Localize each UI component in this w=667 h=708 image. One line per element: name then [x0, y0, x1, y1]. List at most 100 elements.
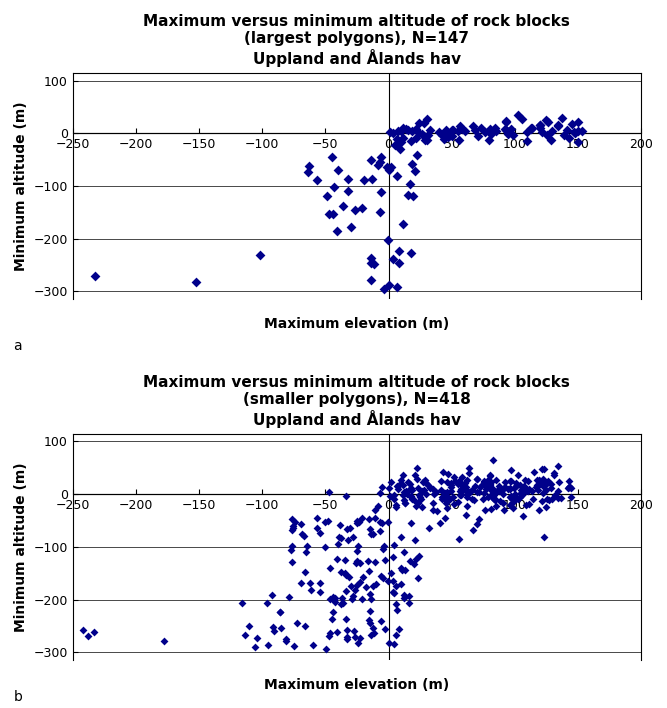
Point — [410, 166, 420, 177]
Point — [275, 606, 286, 617]
Point — [576, 125, 587, 137]
Point — [468, 120, 478, 132]
Point — [464, 467, 474, 478]
Point — [507, 498, 518, 509]
Point — [283, 592, 294, 603]
Point — [481, 480, 492, 491]
Point — [494, 480, 504, 491]
Point — [505, 491, 516, 503]
Point — [412, 474, 422, 485]
Point — [343, 185, 354, 196]
Point — [553, 461, 564, 472]
Point — [490, 125, 501, 137]
Point — [500, 481, 510, 492]
Point — [499, 482, 510, 493]
Point — [440, 498, 451, 509]
Point — [320, 516, 331, 527]
Point — [564, 132, 574, 144]
Point — [405, 178, 416, 190]
Point — [262, 597, 273, 608]
Point — [509, 483, 520, 494]
Point — [524, 483, 534, 494]
Point — [479, 476, 490, 487]
Point — [338, 200, 349, 212]
Point — [550, 490, 560, 501]
Point — [569, 126, 580, 137]
Point — [298, 531, 309, 542]
Point — [392, 484, 403, 495]
Point — [538, 531, 549, 542]
Point — [417, 486, 428, 497]
Point — [556, 492, 567, 503]
Point — [406, 248, 416, 259]
Point — [505, 123, 516, 135]
Point — [303, 166, 313, 177]
Point — [419, 130, 430, 142]
Point — [329, 596, 340, 607]
Point — [191, 277, 202, 288]
Point — [453, 479, 464, 490]
Point — [439, 492, 450, 503]
Point — [553, 119, 564, 130]
Point — [462, 500, 472, 511]
Point — [341, 570, 352, 581]
Point — [553, 493, 564, 504]
Point — [419, 118, 430, 129]
Point — [348, 532, 358, 543]
Point — [295, 518, 306, 529]
Point — [239, 629, 250, 641]
Point — [418, 476, 428, 488]
Point — [307, 639, 318, 651]
Point — [484, 470, 495, 481]
Point — [516, 488, 526, 499]
Point — [461, 481, 472, 493]
Point — [297, 528, 307, 539]
Point — [352, 515, 362, 526]
Point — [410, 553, 421, 564]
Point — [518, 510, 529, 522]
Point — [456, 472, 467, 483]
Point — [472, 518, 483, 530]
Point — [547, 493, 558, 505]
Point — [315, 586, 325, 598]
Point — [425, 481, 436, 492]
Point — [289, 641, 299, 652]
Point — [388, 586, 398, 598]
Point — [315, 527, 325, 539]
Point — [311, 513, 322, 524]
Point — [402, 189, 413, 200]
Point — [462, 491, 472, 503]
Point — [351, 558, 362, 569]
Point — [459, 483, 470, 494]
Point — [287, 523, 298, 534]
Point — [421, 488, 432, 499]
Point — [491, 501, 502, 512]
Point — [375, 517, 386, 528]
Point — [372, 501, 383, 512]
Point — [416, 493, 426, 505]
Point — [453, 126, 464, 137]
Point — [489, 489, 500, 501]
Point — [538, 481, 549, 492]
Point — [414, 117, 424, 128]
Point — [369, 628, 380, 639]
Point — [394, 245, 404, 256]
Point — [534, 119, 545, 130]
Point — [77, 624, 88, 636]
Point — [532, 485, 543, 496]
Point — [549, 469, 560, 481]
Point — [388, 552, 398, 563]
Point — [467, 493, 478, 505]
Point — [321, 190, 332, 201]
Point — [517, 489, 528, 501]
Point — [390, 629, 401, 641]
Point — [404, 478, 415, 489]
Point — [382, 516, 393, 527]
Point — [320, 644, 331, 655]
Point — [402, 488, 413, 499]
Point — [468, 525, 478, 536]
Point — [348, 590, 359, 602]
Point — [364, 565, 374, 576]
Point — [404, 555, 415, 566]
Point — [490, 493, 500, 504]
